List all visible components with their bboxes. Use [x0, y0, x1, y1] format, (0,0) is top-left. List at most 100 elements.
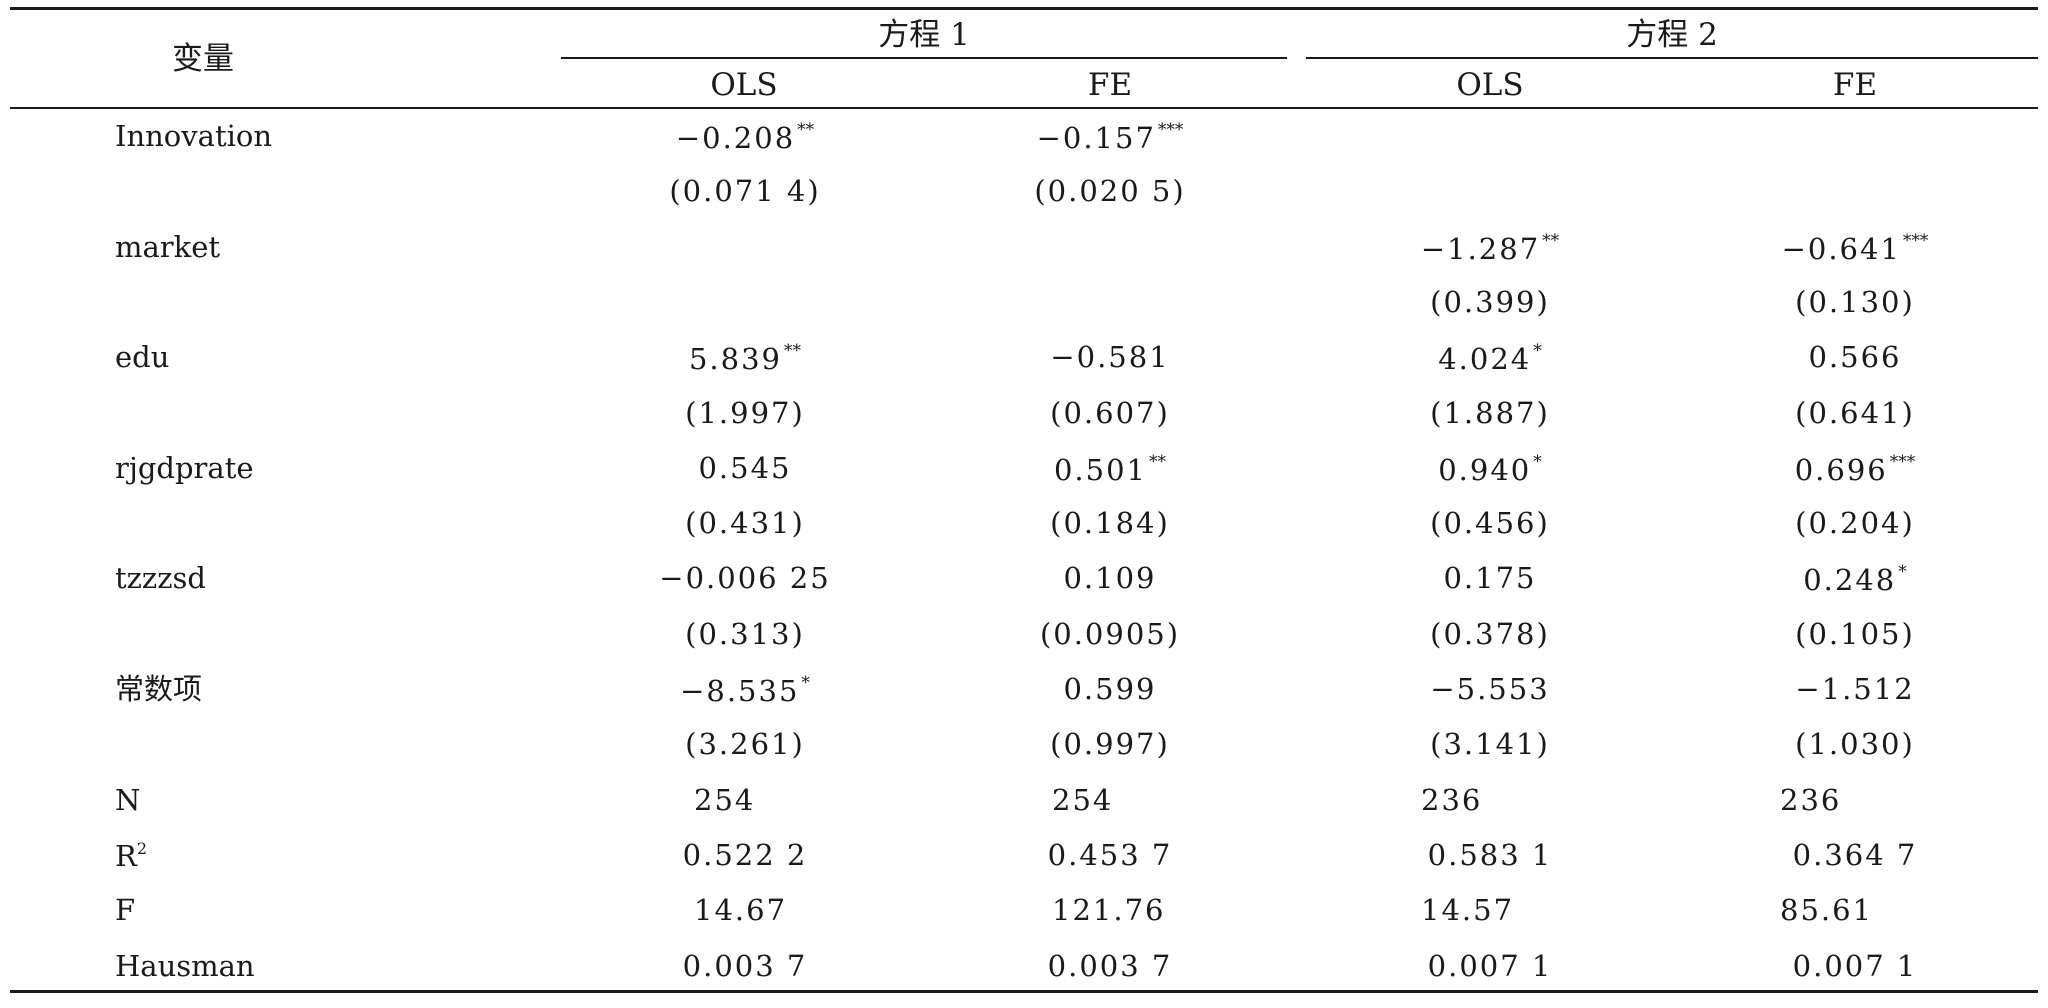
coefficient-value: −0.641: [1781, 231, 1901, 266]
column-header-fe-1: FE: [1087, 67, 1133, 103]
stat-value: 0.007 1: [1427, 948, 1553, 983]
top-rule: [10, 7, 2038, 10]
coefficient-value: 0.109: [1063, 561, 1157, 596]
stat-value: 0.007 1: [1792, 948, 1918, 983]
stat-label-text: R: [115, 838, 137, 873]
standard-error-cell: (3.261): [685, 727, 805, 762]
significance-stars: **: [1542, 230, 1560, 251]
stat-value: 0.364 7: [1792, 837, 1918, 872]
coefficient-cell: −5.553: [1430, 675, 1549, 704]
coefficient-value: −8.535: [680, 674, 800, 708]
standard-error-cell: (1.997): [685, 395, 805, 430]
stat-value: 254: [1052, 782, 1114, 817]
coefficient-value: 0.940: [1438, 452, 1532, 487]
stat-value: 236: [1421, 782, 1483, 817]
row-label: market: [115, 229, 221, 264]
column-header-ols-2: OLS: [1456, 67, 1524, 103]
coefficient-value: 0.696: [1794, 452, 1888, 487]
significance-stars: **: [797, 120, 815, 140]
significance-stars: *: [1533, 341, 1542, 362]
stat-label-text: N: [115, 782, 141, 817]
row-label: Innovation: [115, 119, 273, 153]
coefficient-cell: −0.208 **: [676, 122, 814, 153]
standard-error-cell: (0.399): [1430, 284, 1550, 319]
coefficient-value: 0.175: [1443, 561, 1537, 596]
stat-label: Hausman: [115, 948, 255, 983]
coefficient-cell: 0.545: [698, 453, 791, 483]
coefficient-cell: 0.501 **: [1053, 451, 1167, 487]
significance-stars: ***: [1889, 451, 1916, 472]
stat-value: 85.61: [1780, 893, 1874, 928]
stat-value: 0.522 2: [682, 837, 808, 872]
stat-value: 14.57: [1421, 893, 1515, 928]
significance-stars: ***: [1157, 120, 1184, 140]
standard-error-cell: (0.641): [1795, 395, 1915, 430]
stat-label: N: [115, 782, 141, 817]
column-header-ols-1: OLS: [710, 67, 778, 103]
standard-error-cell: (0.431): [685, 506, 805, 541]
standard-error-cell: (1.887): [1430, 395, 1550, 430]
stat-value: 0.003 7: [1047, 948, 1173, 983]
stat-label-text: F: [115, 893, 136, 928]
coefficient-cell: 4.024 *: [1438, 343, 1542, 374]
row-label: rjgdprate: [115, 450, 254, 485]
coefficient-cell: −0.157 ***: [1037, 122, 1184, 153]
standard-error-cell: (0.0905): [1039, 616, 1181, 651]
standard-error-cell: (0.105): [1795, 616, 1915, 651]
coefficient-cell: 0.599: [1063, 675, 1156, 704]
coefficient-cell: 5.839 **: [689, 343, 801, 374]
coefficient-cell: −8.535 *: [680, 675, 810, 706]
coefficient-value: −0.208: [675, 121, 796, 155]
coefficient-cell: −0.006 25: [659, 564, 830, 593]
coefficient-value: 4.024: [1438, 342, 1532, 377]
coefficient-value: 0.599: [1063, 672, 1157, 706]
coefficient-cell: 0.109: [1063, 564, 1156, 593]
coefficient-value: 5.839: [688, 342, 783, 377]
stat-label-text: Hausman: [115, 948, 255, 983]
row-label: tzzzsd: [115, 561, 206, 596]
coefficient-value: 0.248: [1803, 563, 1897, 598]
stat-value: 121.76: [1052, 893, 1166, 928]
stat-value: 0.003 7: [682, 948, 808, 983]
stat-value: 0.583 1: [1427, 837, 1553, 872]
stat-value: 0.453 7: [1047, 837, 1173, 872]
coefficient-value: −0.581: [1050, 340, 1170, 375]
coefficient-value: −0.157: [1036, 121, 1156, 155]
coefficient-cell: 0.175: [1443, 564, 1536, 593]
standard-error-cell: (0.378): [1430, 616, 1550, 651]
bottom-rule: [10, 990, 2038, 993]
standard-error-cell: (0.130): [1795, 284, 1915, 319]
coefficient-cell: 0.566: [1808, 343, 1901, 372]
significance-stars: *: [801, 673, 810, 693]
header-rule: [10, 107, 2038, 109]
coefficient-value: −1.287: [1420, 231, 1541, 266]
stat-value: 14.67: [694, 893, 788, 928]
coefficient-cell: −0.641 ***: [1781, 230, 1929, 266]
standard-error-cell: (0.456): [1430, 506, 1550, 541]
standard-error-cell: (0.184): [1050, 506, 1170, 541]
coefficient-cell: 0.940 *: [1438, 451, 1542, 487]
standard-error-cell: (1.030): [1795, 727, 1915, 762]
coefficient-cell: −0.581: [1050, 343, 1169, 372]
standard-error-cell: (0.607): [1050, 395, 1170, 430]
standard-error-cell: (3.141): [1430, 727, 1550, 762]
variable-header: 变量: [172, 41, 234, 77]
group-header-2: 方程 2: [1626, 17, 1718, 53]
stat-value: 236: [1780, 782, 1842, 817]
standard-error-cell: (0.071 4): [669, 174, 821, 209]
coefficient-value: −1.512: [1795, 672, 1915, 706]
standard-error-cell: (0.020 5): [1034, 174, 1186, 209]
group-header-1: 方程 1: [878, 17, 970, 53]
row-label: edu: [115, 340, 170, 375]
stat-label-superscript: 2: [136, 838, 148, 858]
coefficient-value: −0.006 25: [659, 561, 831, 596]
coefficient-value: 0.566: [1808, 340, 1902, 375]
row-label: 常数项: [115, 672, 203, 706]
coefficient-value: 0.501: [1053, 452, 1148, 487]
group-1-underline: [561, 57, 1287, 59]
significance-stars: *: [1533, 451, 1542, 472]
coefficient-value: −5.553: [1430, 672, 1550, 706]
significance-stars: **: [1149, 451, 1167, 472]
coefficient-cell: 0.248 *: [1803, 564, 1907, 595]
significance-stars: ***: [1902, 230, 1929, 251]
